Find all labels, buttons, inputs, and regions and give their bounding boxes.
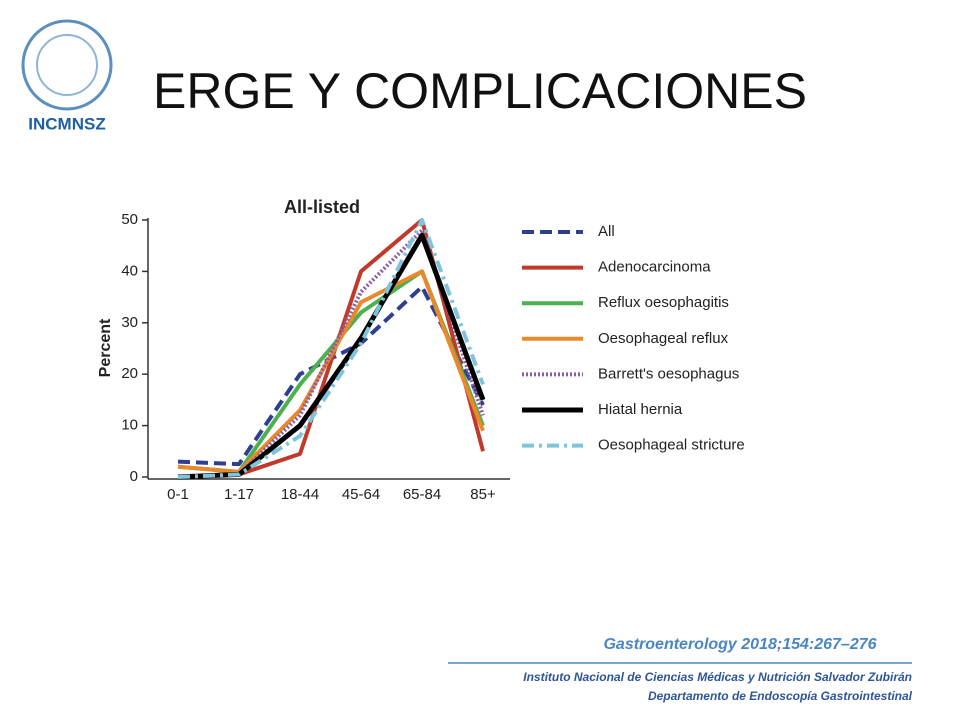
chart-title: All-listed (284, 197, 360, 217)
x-tick-label: 85+ (470, 486, 496, 503)
logo-ring (21, 19, 113, 111)
department: Departamento de Endoscopía Gastrointesti… (648, 689, 913, 703)
x-tick-label: 65-84 (403, 486, 441, 503)
y-tick-label: 50 (121, 211, 138, 228)
x-tick-label: 0-1 (167, 486, 189, 503)
legend-label: Hiatal hernia (598, 401, 683, 418)
y-tick-label: 0 (130, 468, 138, 485)
slide-title: ERGE Y COMPLICACIONES (153, 63, 807, 119)
y-tick-label: 10 (121, 417, 138, 434)
logo-label: INCMNSZ (28, 114, 105, 133)
y-axis-title: Percent (97, 318, 114, 377)
x-tick-label: 45-64 (342, 486, 380, 503)
logo: INCMNSZ (21, 19, 113, 133)
legend-label: All (598, 223, 615, 240)
institution: Instituto Nacional de Ciencias Médicas y… (523, 670, 912, 684)
plot: 0 10 20 30 40 50 0-1 1-17 18-44 45-64 65-84 85+ All A… (121, 211, 744, 503)
legend-label: Oesophageal stricture (598, 437, 745, 454)
y-tick-label: 40 (121, 262, 138, 279)
legend-label: Reflux oesophagitis (598, 294, 729, 311)
legend-label: Barrett's oesophagus (598, 365, 739, 382)
y-tick-label: 30 (121, 314, 138, 331)
x-tick-label: 18-44 (281, 486, 319, 503)
logo-inner (36, 34, 98, 96)
series-line (177, 218, 485, 479)
series-line (177, 269, 485, 474)
legend-label: Oesophageal reflux (598, 330, 729, 347)
citation: Gastroenterology 2018;154:267–276 (603, 636, 876, 653)
x-tick-label: 1-17 (224, 486, 254, 503)
legend-label: Adenocarcinoma (598, 259, 711, 276)
y-tick-label: 20 (121, 365, 138, 382)
series-line (177, 269, 485, 474)
